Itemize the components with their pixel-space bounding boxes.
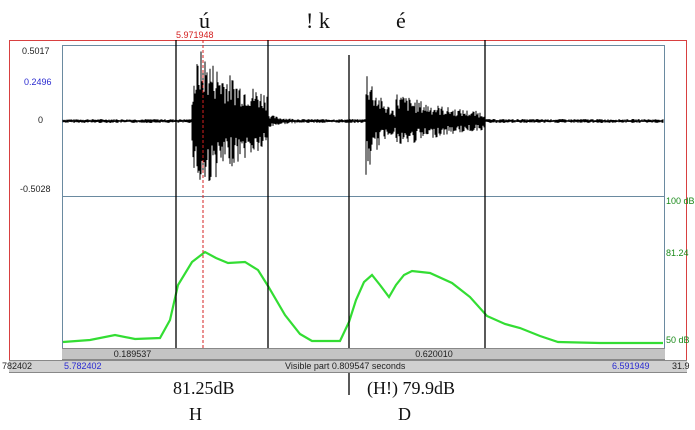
waveform-trace bbox=[62, 51, 664, 181]
segment-label-k: ! k bbox=[306, 8, 330, 33]
visible-range-bar[interactable] bbox=[9, 360, 687, 373]
segment-label-e: é bbox=[396, 8, 406, 33]
end-outer-label: 31.9 bbox=[672, 361, 690, 371]
selection-left-value: 0.189537 bbox=[113, 349, 152, 359]
start-outer-label: 782402 bbox=[2, 361, 33, 371]
left-db-annotation: 81.25dB bbox=[173, 378, 235, 398]
right-db-annotation: (H!) 79.9dB bbox=[367, 378, 455, 398]
visible-start-label: 5.782402 bbox=[64, 361, 102, 371]
intensity-panel[interactable] bbox=[62, 197, 665, 350]
intensity-bottom-label: 50 dB bbox=[666, 335, 690, 345]
intensity-top-label: 100 dB bbox=[666, 196, 695, 206]
visible-duration-label: Visible part 0.809547 seconds bbox=[285, 361, 406, 371]
amplitude-min-label: -0.5028 bbox=[20, 184, 51, 194]
right-tone-label: D bbox=[398, 404, 411, 424]
amplitude-zero-label: 0 bbox=[38, 115, 44, 125]
waveform-path bbox=[62, 51, 664, 181]
segment-label-u: ú bbox=[199, 8, 210, 33]
selection-bar-left[interactable]: 0.189537 bbox=[62, 348, 203, 360]
amplitude-mid-label: 0.2496 bbox=[24, 77, 52, 87]
intensity-mid-label: 81.24 bbox=[666, 248, 689, 258]
selection-right-value: 0.620010 bbox=[415, 349, 453, 359]
left-tone-label: H bbox=[189, 404, 202, 424]
selection-bar-right[interactable]: 0.620010 bbox=[203, 348, 665, 360]
cursor-time-readout: 5.971948 bbox=[176, 30, 214, 40]
intensity-curve bbox=[62, 250, 663, 345]
amplitude-max-label: 0.5017 bbox=[22, 46, 50, 56]
visible-end-label: 6.591949 bbox=[612, 361, 650, 371]
